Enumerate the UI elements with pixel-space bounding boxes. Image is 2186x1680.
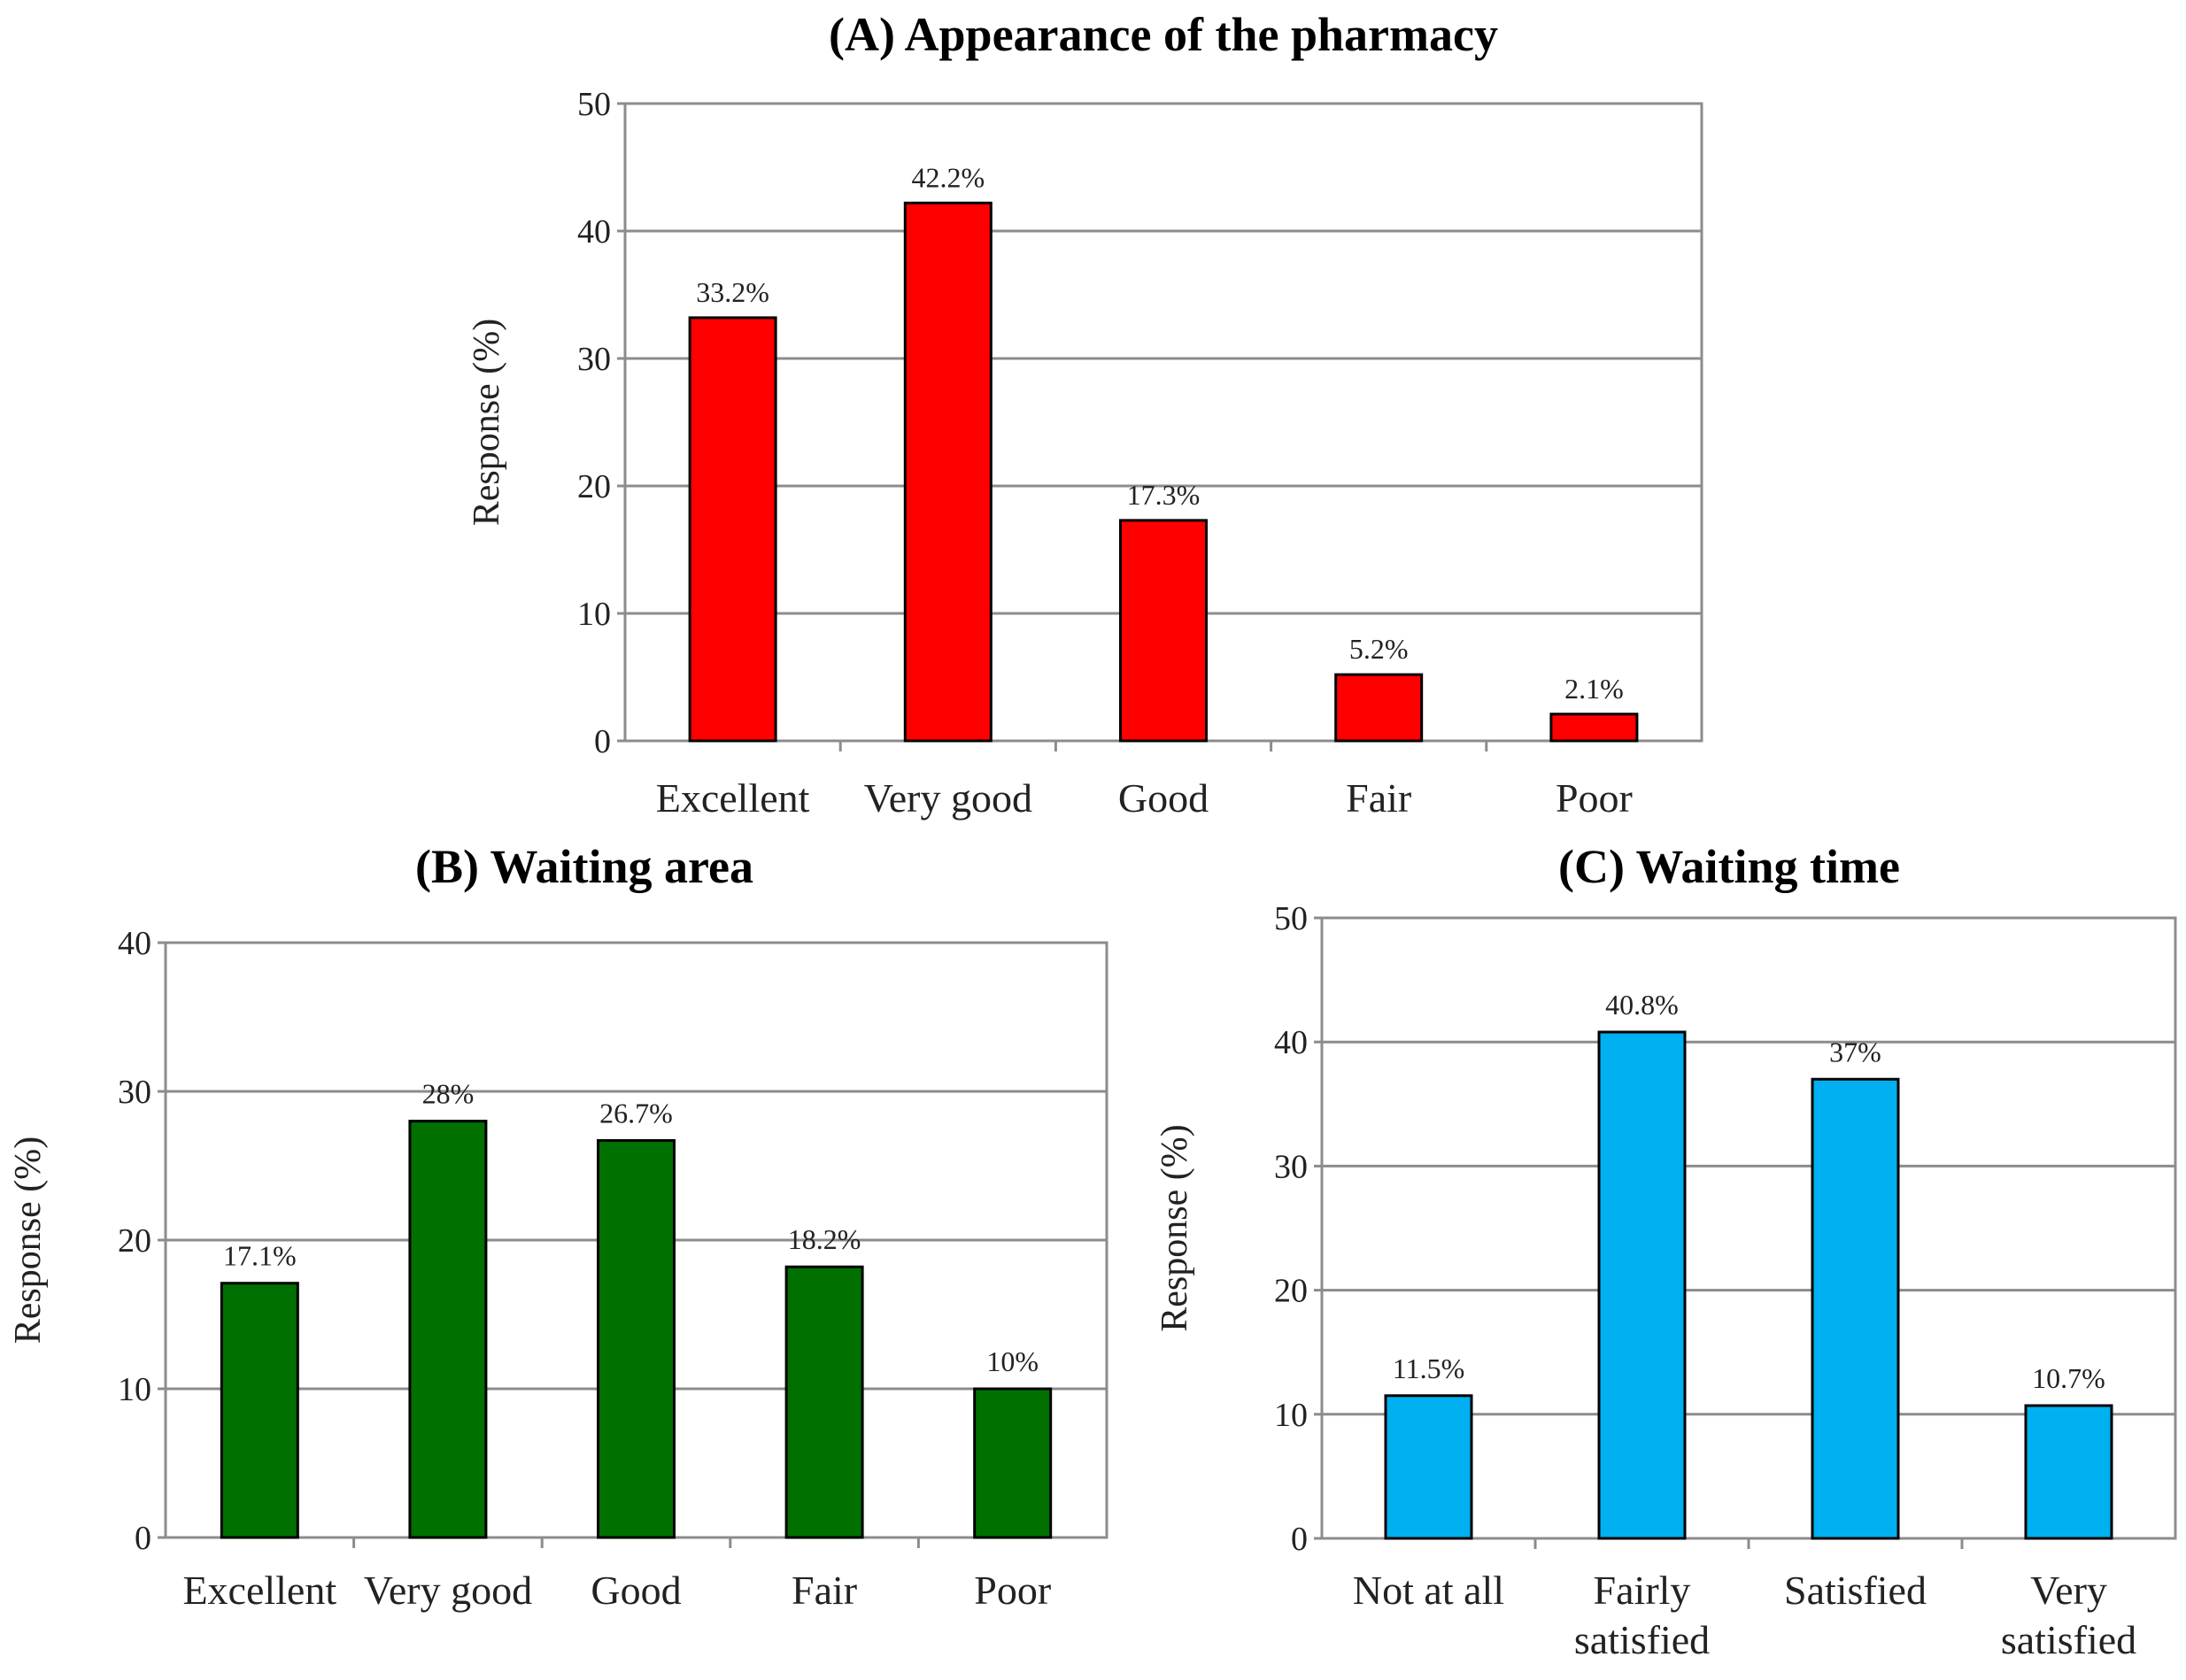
bar xyxy=(688,316,777,743)
y-tick-label: 30 xyxy=(577,341,611,378)
x-tick-label: Very satisfied xyxy=(2001,1568,2136,1662)
y-axis-label: Response (%) xyxy=(1155,1124,1195,1331)
data-label: 37% xyxy=(1829,1036,1881,1067)
chart-title: (B) Waiting area xyxy=(415,840,753,893)
x-tick-label: Good xyxy=(1118,775,1209,821)
bar xyxy=(903,201,993,743)
x-tick-label: Very good xyxy=(364,1568,532,1613)
y-tick-label: 40 xyxy=(577,213,611,250)
chart-title: (A) Appearance of the pharmacy xyxy=(829,8,1498,61)
x-tick-label: Good xyxy=(591,1568,681,1613)
y-tick-label: 0 xyxy=(594,723,611,760)
bar xyxy=(2024,1404,2113,1540)
data-label: 17.1% xyxy=(223,1240,297,1272)
x-tick-label: Poor xyxy=(974,1568,1051,1613)
x-tick-label: Fair xyxy=(792,1568,857,1613)
x-tick-label: Excellent xyxy=(656,775,810,821)
bar xyxy=(1119,519,1208,743)
bar xyxy=(1384,1394,1473,1540)
bar xyxy=(1597,1030,1687,1540)
data-label: 28% xyxy=(422,1078,475,1110)
chart-b: (B) Waiting area 0 10 20 30 40 Response (%) 17.… xyxy=(8,840,1108,1613)
data-label: 26.7% xyxy=(599,1097,673,1129)
x-tick-label: Poor xyxy=(1556,775,1633,821)
y-tick-label: 40 xyxy=(1274,1024,1308,1061)
data-label: 11.5% xyxy=(1393,1352,1464,1384)
data-label: 33.2% xyxy=(696,276,769,308)
x-tick-label: Excellent xyxy=(182,1568,336,1613)
y-tick-label: 20 xyxy=(118,1222,151,1260)
x-tick-label: Fair xyxy=(1346,775,1411,821)
data-label: 18.2% xyxy=(788,1223,861,1255)
y-tick-label: 0 xyxy=(135,1520,151,1557)
y-tick-label: 50 xyxy=(577,86,611,123)
bar xyxy=(220,1282,299,1539)
x-tick-label: Fairly satisfied xyxy=(1574,1568,1710,1662)
y-tick-label: 0 xyxy=(1291,1521,1308,1558)
bar xyxy=(1334,673,1424,743)
y-tick-label: 50 xyxy=(1274,900,1308,937)
y-tick-label: 10 xyxy=(1274,1397,1308,1434)
bar xyxy=(1811,1077,1900,1540)
y-tick-label: 10 xyxy=(118,1371,151,1408)
y-axis-label: Response (%) xyxy=(467,319,507,526)
chart-c: (C) Waiting time 0 10 20 30 40 50 Response (%) 1… xyxy=(1155,840,2177,1662)
bar xyxy=(597,1138,676,1539)
bar xyxy=(408,1120,488,1539)
y-tick-label: 20 xyxy=(577,468,611,505)
y-tick-label: 30 xyxy=(118,1074,151,1111)
chart-title: (C) Waiting time xyxy=(1558,840,1900,893)
y-tick-label: 30 xyxy=(1274,1148,1308,1185)
x-tick-label: Not at all xyxy=(1353,1568,1504,1613)
bar xyxy=(1549,713,1639,743)
data-label: 10.7% xyxy=(2032,1362,2105,1394)
y-axis-label: Response (%) xyxy=(8,1137,49,1344)
y-tick-label: 20 xyxy=(1274,1273,1308,1310)
bar xyxy=(973,1387,1053,1539)
data-label: 42.2% xyxy=(911,161,985,193)
y-tick-label: 40 xyxy=(118,925,151,962)
y-tick-label: 10 xyxy=(577,596,611,633)
data-label: 17.3% xyxy=(1127,479,1201,511)
bar xyxy=(784,1265,864,1539)
data-label: 10% xyxy=(986,1345,1039,1377)
x-tick-label: Satisfied xyxy=(1784,1568,1927,1613)
data-label: 40.8% xyxy=(1605,989,1679,1021)
chart-a: (A) Appearance of the pharmacy 0 10 20 30 40 5… xyxy=(467,8,1703,821)
x-tick-label: Very good xyxy=(864,775,1032,821)
data-label: 5.2% xyxy=(1349,633,1409,665)
data-label: 2.1% xyxy=(1564,673,1624,705)
